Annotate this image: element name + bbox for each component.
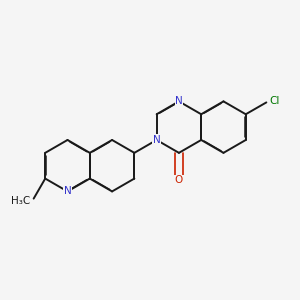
- Text: H₃C: H₃C: [11, 196, 30, 206]
- Text: N: N: [175, 96, 183, 106]
- Text: N: N: [64, 186, 71, 197]
- Text: N: N: [153, 135, 160, 145]
- Text: O: O: [175, 176, 183, 185]
- Text: Cl: Cl: [269, 96, 279, 106]
